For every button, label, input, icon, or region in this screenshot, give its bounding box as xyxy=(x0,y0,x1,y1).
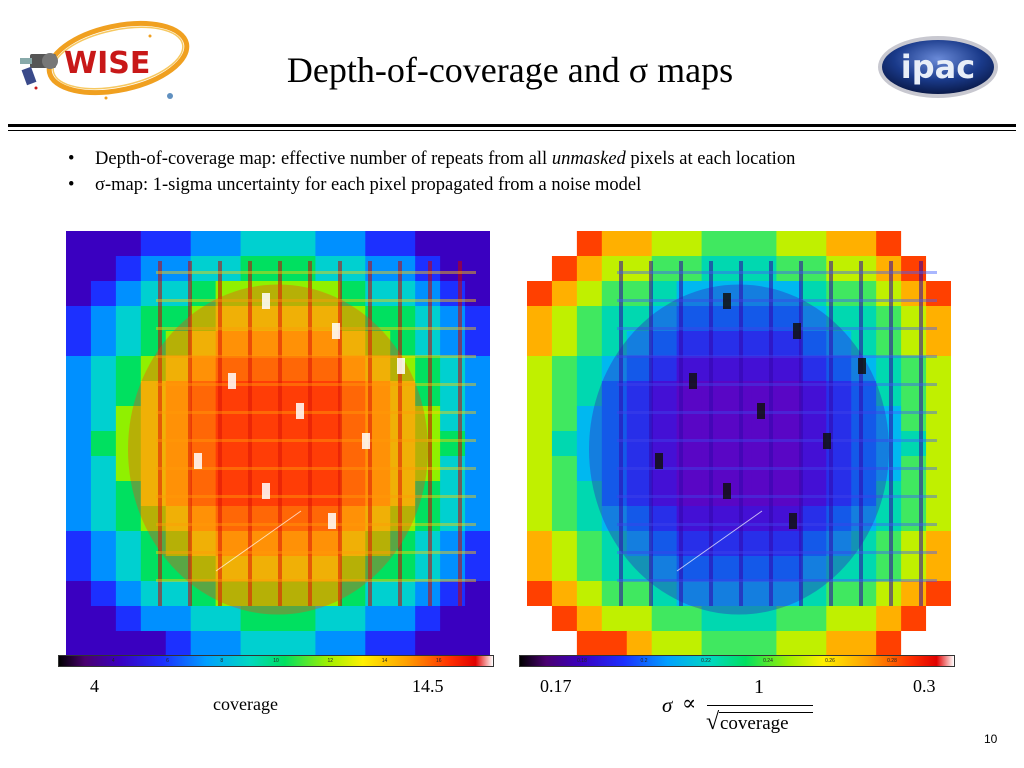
colorbar-tick: 16 xyxy=(435,658,442,664)
sigma-min-label: 0.17 xyxy=(540,676,572,696)
bullet-item: • Depth-of-coverage map: effective number… xyxy=(68,146,1008,172)
formula-vinculum xyxy=(719,712,813,713)
coverage-map-image xyxy=(66,231,490,656)
formula-denominator: coverage xyxy=(720,713,789,734)
bullet-text: pixels at each location xyxy=(625,149,796,169)
sigma-formula: σ ∝ 1 √ coverage xyxy=(660,676,820,746)
slide-title: Depth-of-coverage and σ maps xyxy=(286,50,734,90)
colorbar-tick: 6 xyxy=(166,658,169,664)
sigma-max-label: 0.3 xyxy=(913,676,936,696)
colorbar-tick: 0.26 xyxy=(825,658,835,664)
coverage-min-label: 4 xyxy=(90,676,99,696)
coverage-colorbar: 4 6 8 10 12 14 16 xyxy=(58,655,494,667)
title-rule xyxy=(8,124,1016,127)
ipac-logo-text: ipac xyxy=(901,48,975,86)
coverage-axis-label: coverage xyxy=(213,694,278,714)
bullet-item: • σ-map: 1-sigma uncertainty for each pix… xyxy=(68,172,1008,198)
colorbar-tick: 0.24 xyxy=(763,658,773,664)
formula-proportional: ∝ xyxy=(682,691,697,715)
colorbar-tick: 10 xyxy=(273,658,279,664)
colorbar-tick: 12 xyxy=(327,658,334,664)
bullet-glyph: • xyxy=(68,175,75,195)
colorbar-tick: 8 xyxy=(220,658,224,664)
page-number: 10 xyxy=(984,732,998,746)
wise-logo-text: WISE xyxy=(64,46,150,81)
sigma-colorbar: 0.18 0.2 0.22 0.24 0.26 0.28 xyxy=(519,655,955,667)
colorbar-tick: 0.22 xyxy=(701,658,711,664)
bullet-text: σ-map: 1-sigma uncertainty for each pixe… xyxy=(95,175,642,195)
formula-radical: √ xyxy=(706,709,720,735)
colorbar-tick: 0.28 xyxy=(887,658,897,664)
colorbar-tick: 0.18 xyxy=(577,658,587,664)
formula-sigma: σ xyxy=(662,693,673,717)
coverage-max-label: 14.5 xyxy=(412,676,444,696)
bullet-emphasis: unmasked xyxy=(551,149,626,169)
bullet-list: • Depth-of-coverage map: effective number… xyxy=(68,146,1008,198)
colorbar-tick: 14 xyxy=(381,658,388,664)
formula-numerator: 1 xyxy=(754,676,764,698)
colorbar-tick: 0.2 xyxy=(640,658,648,664)
wise-logo: WISE xyxy=(6,10,206,110)
formula-fraction-bar xyxy=(707,705,813,706)
sigma-map-image xyxy=(527,231,951,656)
title-rule-thin xyxy=(8,130,1016,131)
colorbar-tick: 4 xyxy=(111,658,115,664)
bullet-text: Depth-of-coverage map: effective number … xyxy=(95,149,552,169)
ipac-logo: ipac xyxy=(876,34,1000,100)
bullet-glyph: • xyxy=(68,149,75,169)
